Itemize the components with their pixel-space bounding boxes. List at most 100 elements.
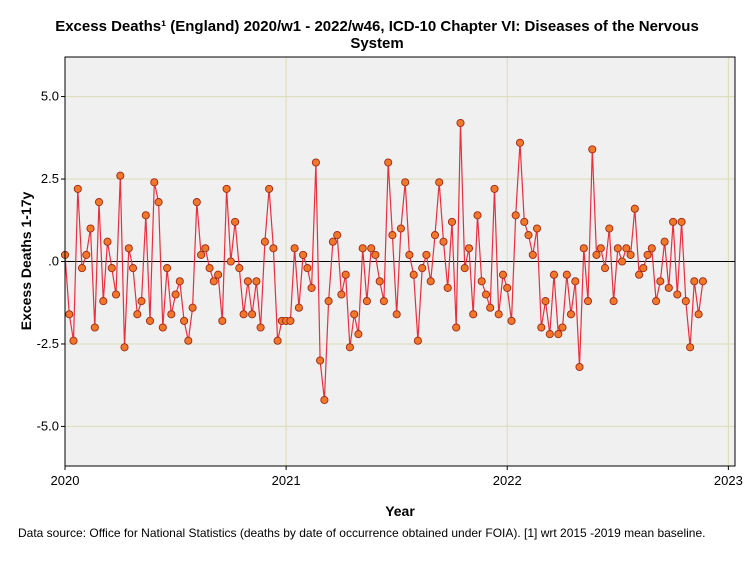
data-point	[401, 178, 410, 187]
y-tick-label: -5.0	[37, 418, 59, 433]
data-point	[328, 237, 337, 246]
data-point	[554, 330, 563, 339]
data-point	[124, 244, 133, 253]
data-point	[69, 336, 78, 345]
data-point	[426, 277, 435, 286]
axis-ticks: 5.0 2.5 .0 -2.5 -5.0 2020 2021 2022 2023	[37, 89, 743, 488]
data-point	[82, 250, 91, 259]
data-point	[418, 264, 427, 273]
data-point	[379, 297, 388, 306]
data-point	[477, 277, 486, 286]
data-point	[596, 244, 605, 253]
data-point	[677, 217, 686, 226]
footnote: Data source: Office for National Statist…	[18, 526, 706, 540]
data-point	[99, 297, 108, 306]
x-tick-label: 2023	[714, 473, 743, 488]
data-point	[107, 264, 116, 273]
data-point	[341, 270, 350, 279]
data-point	[180, 316, 189, 325]
data-point	[622, 244, 631, 253]
data-point	[371, 250, 380, 259]
data-point	[537, 323, 546, 332]
data-point	[248, 310, 257, 319]
data-point	[481, 290, 491, 299]
data-point	[490, 184, 499, 193]
data-point	[235, 264, 244, 273]
data-point	[562, 270, 571, 279]
x-tick-label: 2022	[493, 473, 522, 488]
data-point	[528, 250, 537, 259]
data-point	[409, 270, 418, 279]
data-point	[307, 283, 316, 292]
data-point	[273, 336, 282, 345]
data-point	[384, 158, 393, 167]
data-point	[286, 316, 295, 325]
chart-title-line-1: Excess Deaths¹ (England) 2020/w1 - 2022/…	[55, 18, 699, 35]
data-point	[392, 310, 401, 319]
data-point	[439, 237, 448, 246]
data-points	[60, 118, 707, 405]
data-point	[116, 171, 125, 180]
data-point	[320, 395, 329, 405]
data-point	[256, 323, 265, 332]
data-point	[571, 277, 580, 286]
data-point	[473, 211, 482, 220]
data-point	[358, 244, 367, 253]
data-point	[643, 250, 652, 259]
data-point	[214, 270, 223, 279]
x-tick-label: 2021	[272, 473, 301, 488]
data-point	[690, 277, 699, 286]
data-point	[120, 343, 129, 352]
data-point	[575, 362, 584, 372]
data-point	[456, 118, 465, 128]
data-point	[209, 277, 218, 286]
data-point	[137, 297, 146, 306]
data-point	[128, 264, 138, 273]
data-point	[464, 244, 474, 253]
data-point	[681, 297, 690, 306]
data-point	[184, 336, 193, 345]
data-point	[422, 250, 431, 259]
data-point	[324, 297, 333, 306]
data-point	[350, 310, 359, 319]
data-point	[111, 290, 121, 299]
data-point	[226, 257, 235, 266]
data-point	[626, 250, 635, 259]
data-point	[294, 303, 303, 312]
data-point	[345, 343, 354, 352]
data-point	[333, 231, 342, 240]
y-tick-label: 5.0	[41, 89, 59, 104]
data-point	[430, 231, 440, 240]
data-point	[698, 277, 707, 286]
data-point	[673, 290, 682, 299]
data-point	[520, 217, 529, 226]
data-point	[231, 217, 240, 226]
data-point	[588, 145, 597, 154]
data-point	[265, 184, 274, 193]
data-point	[664, 283, 673, 292]
data-point	[494, 310, 503, 319]
y-tick-label: .0	[48, 254, 59, 269]
data-point	[435, 178, 444, 187]
data-point	[579, 244, 588, 253]
data-point	[396, 224, 405, 233]
data-point	[154, 198, 163, 207]
data-point	[192, 198, 201, 207]
data-point	[316, 356, 325, 365]
data-point	[375, 277, 384, 286]
data-point	[388, 231, 397, 240]
data-point	[158, 323, 167, 332]
data-point	[133, 310, 142, 319]
data-point	[175, 277, 184, 286]
data-point	[413, 336, 422, 345]
x-axis-title: Year	[385, 503, 415, 519]
data-point	[86, 224, 95, 233]
data-point	[532, 224, 542, 233]
data-point	[460, 264, 469, 273]
data-point	[469, 310, 478, 319]
data-point	[243, 277, 252, 286]
data-point	[197, 250, 206, 259]
data-point	[541, 297, 550, 306]
data-point	[150, 178, 159, 187]
